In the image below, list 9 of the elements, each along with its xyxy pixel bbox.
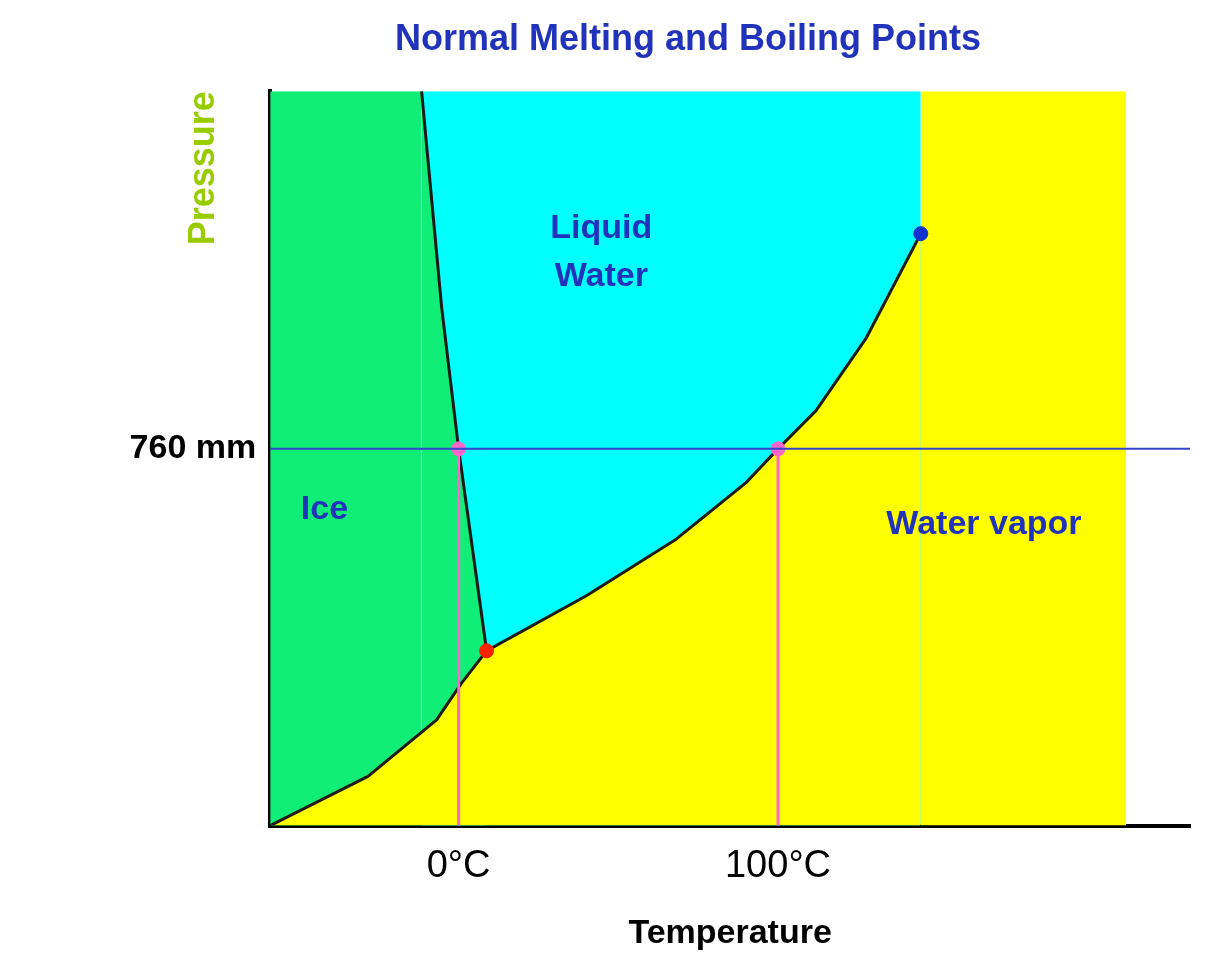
y-axis-title: Pressure [180,91,222,246]
chart-title: Normal Melting and Boiling Points [394,16,982,58]
series-label: Liquid Water [550,207,653,294]
x-axis-title: Temperature [628,911,832,950]
x-tick-label: 0°C [426,842,491,885]
ref-line-label: 760 mm [129,427,257,466]
x-tick-label: 100°C [724,842,832,885]
series-label: Water vapor [886,502,1082,541]
series-label: Ice [300,488,349,527]
